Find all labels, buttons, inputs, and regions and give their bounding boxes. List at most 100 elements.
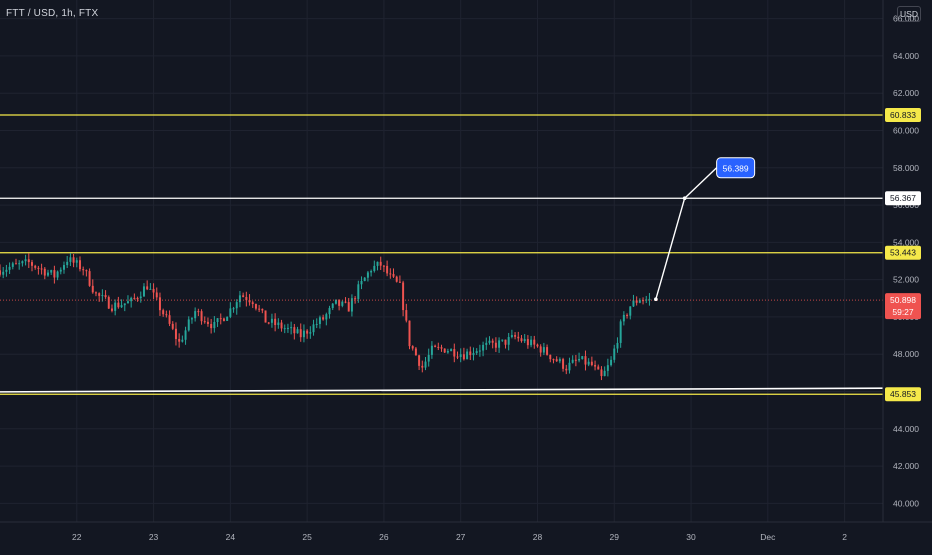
candle-body	[578, 358, 581, 361]
candle-body	[347, 302, 350, 312]
candle-body	[306, 330, 309, 334]
x-tick-label: 25	[302, 532, 312, 542]
candle-body	[622, 314, 625, 322]
symbol-title: FTT / USD, 1h, FTX	[6, 8, 99, 19]
overlay: 56.389	[0, 157, 883, 302]
candle-body	[59, 269, 62, 272]
candle-body	[206, 321, 209, 324]
candle-body	[443, 348, 446, 353]
candle-body	[469, 351, 472, 356]
candle-body	[494, 342, 497, 348]
candle-body	[120, 305, 123, 308]
candle-body	[466, 351, 469, 360]
candle-body	[293, 327, 296, 334]
candle-body	[162, 310, 165, 315]
candle-body	[501, 339, 504, 341]
candle-body	[43, 268, 46, 276]
candle-body	[226, 316, 229, 321]
candle-body	[325, 314, 328, 320]
candle-body	[334, 299, 337, 304]
candle-body	[197, 311, 200, 313]
price-tag-support	[885, 387, 921, 402]
candle-body	[178, 338, 181, 342]
candle-body	[101, 295, 104, 297]
projection-callout[interactable]	[716, 157, 756, 179]
candle-body	[616, 342, 619, 349]
candle-body	[392, 274, 395, 277]
candle-body	[504, 339, 507, 345]
candle-body	[238, 295, 241, 303]
candle-body	[258, 308, 261, 310]
candle-body	[366, 272, 369, 278]
grid	[0, 0, 883, 522]
candle-body	[434, 345, 437, 347]
candle-body	[418, 355, 421, 366]
candle-body	[450, 349, 453, 352]
candle-body	[546, 347, 549, 355]
candle-body	[299, 329, 302, 338]
price-tag-resistance	[885, 245, 921, 260]
candle-body	[72, 257, 75, 263]
candle-body	[638, 300, 641, 303]
candle-body	[446, 351, 449, 353]
candle-body	[600, 369, 603, 377]
candle-body	[398, 281, 401, 283]
candle-body	[424, 361, 427, 368]
candle-body	[251, 302, 254, 305]
candle-body	[309, 332, 312, 334]
candle-body	[126, 301, 129, 304]
candle-body	[34, 265, 37, 268]
price-tag-resistance-upper	[885, 107, 921, 122]
projection-point	[654, 297, 658, 302]
currency-button[interactable]: USD	[897, 6, 921, 22]
candle-body	[370, 271, 373, 273]
candle-body	[171, 323, 174, 329]
candle-body	[478, 350, 481, 352]
candle-body	[91, 285, 94, 293]
candle-body	[635, 300, 638, 303]
candle-body	[402, 282, 405, 311]
x-tick-label: 2	[842, 532, 847, 542]
support-trendline[interactable]	[0, 387, 884, 393]
countdown-label: 59:27	[892, 307, 914, 317]
price-tag-label: 45.853	[890, 389, 916, 399]
candle-body	[235, 302, 238, 309]
time-axis[interactable]: 22 23 24 25 26 27 28 29 30 Dec 2	[72, 532, 847, 542]
x-tick-label: 30	[686, 532, 696, 542]
candle-body	[21, 261, 24, 264]
candle-body	[46, 272, 49, 276]
candle-body	[286, 327, 289, 329]
candle-body	[430, 345, 433, 355]
candle-body	[248, 300, 251, 303]
price-tags: 60.833 56.367 53.443 45.853 50.898 59:27	[885, 107, 921, 402]
candle-body	[574, 359, 577, 361]
candle-body	[312, 324, 315, 333]
drawings[interactable]	[0, 114, 884, 395]
candle-body	[584, 356, 587, 365]
candle-body	[581, 356, 584, 359]
candle-body	[62, 265, 65, 270]
candle-body	[526, 339, 529, 346]
candle-body	[274, 318, 277, 326]
candle-body	[181, 339, 184, 342]
candle-body	[78, 260, 81, 270]
candle-body	[382, 265, 385, 267]
candle-body	[123, 303, 126, 306]
candle-body	[530, 339, 533, 346]
y-tick-label: 66.000	[893, 14, 919, 24]
candle-body	[395, 276, 398, 282]
candle-body	[24, 259, 27, 262]
candle-body	[184, 330, 187, 340]
candle-body	[491, 340, 494, 343]
candle-body	[427, 354, 430, 362]
candle-body	[82, 269, 85, 271]
candle-body	[437, 346, 440, 348]
candle-body	[606, 365, 609, 371]
candle-body	[219, 318, 222, 320]
y-tick-label: 54.000	[893, 237, 919, 247]
candle-body	[165, 314, 168, 316]
candle-body	[232, 308, 235, 310]
x-tick-label: 28	[533, 532, 543, 542]
